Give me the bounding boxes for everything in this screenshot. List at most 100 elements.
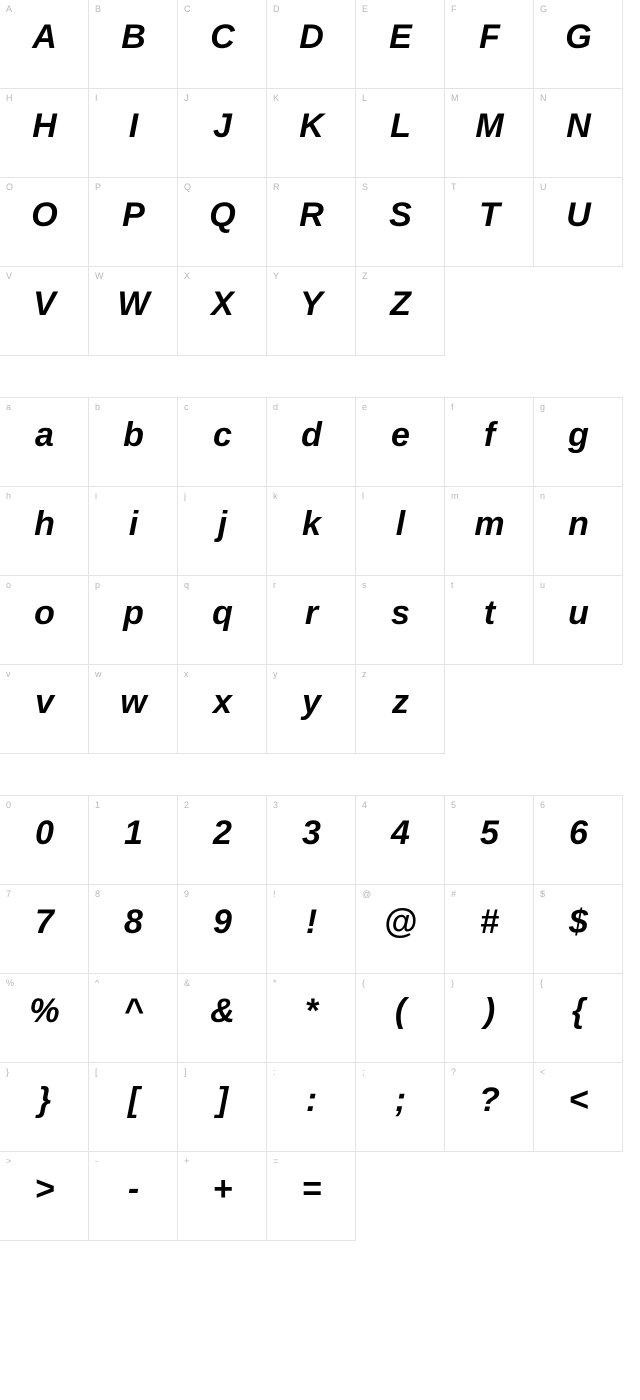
glyph-cell: MM	[444, 88, 534, 178]
cell-label: 1	[95, 800, 100, 810]
glyph-cell: CC	[177, 0, 267, 89]
glyph-cell: 33	[266, 795, 356, 885]
cell-label: h	[6, 491, 11, 501]
glyph-cell: UU	[533, 177, 623, 267]
glyph-cell: 00	[0, 795, 89, 885]
cell-glyph: X	[178, 285, 266, 324]
cell-label: E	[362, 4, 368, 14]
cell-glyph: 3	[267, 814, 355, 853]
cell-label: {	[540, 978, 543, 988]
cell-glyph: C	[178, 18, 266, 57]
cell-glyph: %	[0, 992, 88, 1031]
cell-label: $	[540, 889, 545, 899]
cell-label: [	[95, 1067, 98, 1077]
cell-label: Q	[184, 182, 191, 192]
glyph-cell: RR	[266, 177, 356, 267]
cell-label: ^	[95, 978, 99, 988]
cell-label: T	[451, 182, 457, 192]
glyph-cell: JJ	[177, 88, 267, 178]
cell-label: D	[273, 4, 280, 14]
cell-glyph: 2	[178, 814, 266, 853]
glyph-cell: OO	[0, 177, 89, 267]
cell-glyph: I	[89, 107, 177, 146]
cell-label: l	[362, 491, 364, 501]
cell-label: J	[184, 93, 189, 103]
glyph-cell: 77	[0, 884, 89, 974]
cell-glyph: w	[89, 683, 177, 722]
glyph-cell: bb	[88, 397, 178, 487]
glyph-cell: ss	[355, 575, 445, 665]
glyph-cell: 44	[355, 795, 445, 885]
cell-label: s	[362, 580, 367, 590]
cell-label: 4	[362, 800, 367, 810]
cell-label: N	[540, 93, 547, 103]
cell-glyph: D	[267, 18, 355, 57]
glyph-cell: XX	[177, 266, 267, 356]
glyph-cell: xx	[177, 664, 267, 754]
glyph-cell: GG	[533, 0, 623, 89]
cell-glyph: Q	[178, 196, 266, 235]
cell-glyph: q	[178, 594, 266, 633]
cell-glyph: Z	[356, 285, 444, 324]
glyph-cell: 88	[88, 884, 178, 974]
cell-glyph: 9	[178, 903, 266, 942]
cell-glyph: K	[267, 107, 355, 146]
cell-glyph: Y	[267, 285, 355, 324]
glyph-cell: qq	[177, 575, 267, 665]
cell-label: R	[273, 182, 280, 192]
cell-label: r	[273, 580, 276, 590]
cell-glyph: ]	[178, 1081, 266, 1120]
glyph-cell: PP	[88, 177, 178, 267]
cell-label: G	[540, 4, 547, 14]
cell-glyph: B	[89, 18, 177, 57]
cell-glyph: =	[267, 1170, 355, 1209]
glyph-cell: ff	[444, 397, 534, 487]
cell-label: &	[184, 978, 190, 988]
cell-glyph: t	[445, 594, 533, 633]
cell-label: k	[273, 491, 278, 501]
glyph-cell: hh	[0, 486, 89, 576]
glyph-cell: $$	[533, 884, 623, 974]
glyph-cell: DD	[266, 0, 356, 89]
glyph-cell: 22	[177, 795, 267, 885]
cell-label: n	[540, 491, 545, 501]
section-numbers-symbols: 00112233445566778899!!@@##$$%%^^&&**(())…	[0, 796, 630, 1241]
glyph-cell: NN	[533, 88, 623, 178]
cell-glyph: +	[178, 1170, 266, 1209]
glyph-cell: 11	[88, 795, 178, 885]
glyph-cell: 66	[533, 795, 623, 885]
cell-glyph: h	[0, 505, 88, 544]
cell-glyph: L	[356, 107, 444, 146]
cell-label: ?	[451, 1067, 456, 1077]
glyph-cell: aa	[0, 397, 89, 487]
cell-glyph: s	[356, 594, 444, 633]
cell-glyph: x	[178, 683, 266, 722]
glyph-cell: ((	[355, 973, 445, 1063]
glyph-cell: SS	[355, 177, 445, 267]
cell-label: f	[451, 402, 454, 412]
glyph-cell: [[	[88, 1062, 178, 1152]
cell-glyph: o	[0, 594, 88, 633]
cell-label: :	[273, 1067, 276, 1077]
cell-glyph: d	[267, 416, 355, 455]
cell-label: *	[273, 978, 277, 988]
glyph-cell: ++	[177, 1151, 267, 1241]
glyph-cell: TT	[444, 177, 534, 267]
glyph-cell: oo	[0, 575, 89, 665]
cell-glyph: @	[356, 903, 444, 942]
glyph-cell: vv	[0, 664, 89, 754]
cell-glyph: :	[267, 1081, 355, 1120]
cell-label: #	[451, 889, 456, 899]
cell-glyph: 0	[0, 814, 88, 853]
glyph-cell: ;;	[355, 1062, 445, 1152]
cell-label: 8	[95, 889, 100, 899]
cell-label: %	[6, 978, 14, 988]
cell-glyph: 7	[0, 903, 88, 942]
glyph-cell: gg	[533, 397, 623, 487]
cell-glyph: E	[356, 18, 444, 57]
cell-glyph: 6	[534, 814, 622, 853]
glyph-cell: @@	[355, 884, 445, 974]
section-uppercase: AABBCCDDEEFFGGHHIIJJKKLLMMNNOOPPQQRRSSTT…	[0, 0, 630, 356]
glyph-cell: yy	[266, 664, 356, 754]
glyph-cell: ==	[266, 1151, 356, 1241]
